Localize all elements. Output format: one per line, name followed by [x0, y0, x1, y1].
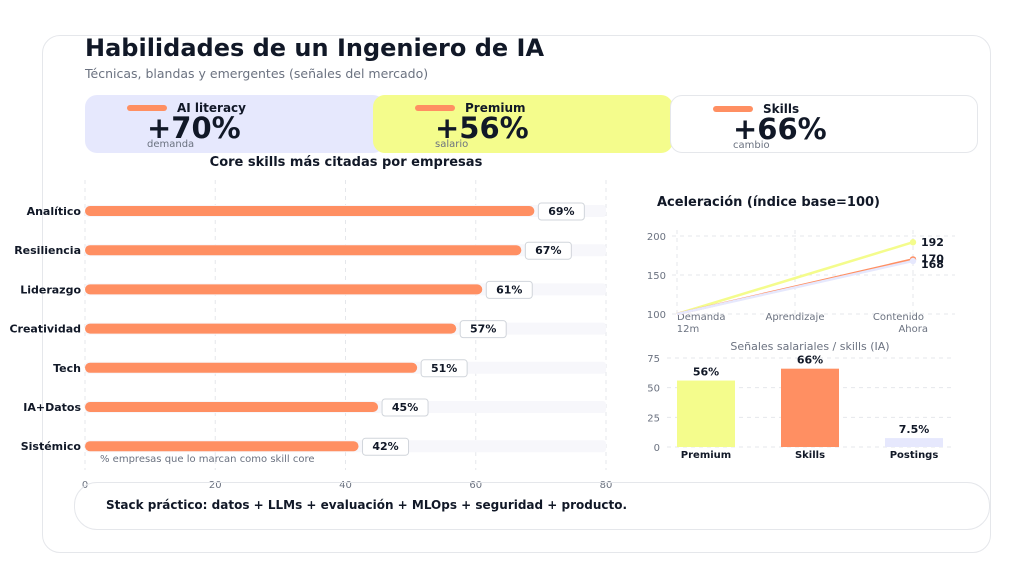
data-label: 66%: [797, 354, 823, 367]
kpi-dot: [415, 105, 455, 111]
kpi-card-ai-literacy: AI literacy +70% demanda: [85, 95, 385, 153]
category-label: Skills: [795, 450, 825, 461]
data-label-box: [362, 437, 410, 456]
kpi-card-skills: Skills +66% cambio: [670, 95, 978, 153]
bar: [85, 206, 535, 216]
x-tick-label: Contenido: [873, 312, 924, 323]
kpi-sub: demanda: [147, 139, 195, 150]
kpi-label: Premium: [465, 101, 526, 115]
x-tick-label: Demanda: [677, 312, 726, 323]
series-end-label: 170: [921, 252, 944, 265]
data-label: 42%: [372, 440, 398, 453]
data-label: 67%: [535, 244, 561, 257]
x-tick-label: 40: [339, 480, 352, 491]
data-label-box: [381, 398, 429, 417]
kpi-value: +66%: [733, 112, 827, 146]
category-label: Liderazgo: [20, 283, 81, 296]
category-label: Tech: [53, 362, 81, 375]
data-label: 45%: [392, 401, 418, 414]
data-label-box: [485, 280, 533, 299]
footer-note: Stack práctico: datos + LLMs + evaluació…: [74, 482, 990, 530]
data-label-box: [420, 359, 468, 378]
x-tick-label: 60: [469, 480, 482, 491]
bar: [85, 402, 379, 412]
data-label: 7.5%: [899, 423, 930, 436]
data-label-box: [459, 320, 507, 339]
category-label: Postings: [890, 450, 939, 461]
data-label-box: [537, 202, 585, 221]
kpi-value: +70%: [147, 111, 241, 145]
category-label: Sistémico: [21, 440, 82, 453]
kpi-sub: salario: [435, 139, 469, 150]
page-subtitle: Técnicas, blandas y emergentes (señales …: [85, 66, 429, 81]
x-tick-label: Aprendizaje: [765, 312, 824, 323]
data-label: 51%: [431, 362, 457, 375]
footer-text: Stack práctico: datos + LLMs + evaluació…: [106, 498, 628, 512]
line-chart-title: Aceleración (índice base=100): [657, 195, 880, 210]
series-end-label: 168: [921, 258, 944, 271]
y-tick-label: 25: [647, 413, 660, 424]
category-label: Resiliencia: [14, 244, 81, 257]
y-tick-label: 150: [647, 271, 666, 282]
bar: [85, 284, 483, 295]
y-tick-label: 75: [647, 354, 660, 365]
y-tick-label: 50: [647, 384, 660, 395]
series-line: [676, 241, 914, 316]
category-label: IA+Datos: [23, 401, 81, 414]
y-tick-label: 200: [647, 232, 666, 243]
series-line: [676, 259, 914, 316]
kpi-card-premium: Premium +56% salario: [373, 95, 673, 153]
card-frame: [42, 35, 991, 553]
column-chart-title: Señales salariales / skills (IA): [730, 340, 889, 353]
column-bar: [885, 438, 943, 447]
x-tick-label: 12m: [677, 324, 699, 335]
bar: [85, 441, 359, 452]
data-label: 57%: [470, 323, 496, 336]
category-label: Premium: [681, 450, 731, 461]
kpi-dot: [713, 106, 753, 112]
kpi-label: AI literacy: [177, 101, 246, 115]
kpi-label: Skills: [763, 102, 800, 116]
bar-chart-title: Core skills más citadas por empresas: [210, 155, 483, 170]
category-label: Creatividad: [9, 323, 81, 336]
data-label-box: [524, 241, 572, 260]
bar: [85, 362, 418, 373]
column-bar: [781, 368, 839, 447]
kpi-sub: cambio: [733, 140, 770, 151]
y-tick-label: 0: [654, 443, 660, 454]
category-label: Analítico: [27, 205, 82, 218]
data-label: 61%: [496, 283, 522, 296]
page-title: Habilidades de un Ingeniero de IA: [85, 34, 545, 62]
data-label: 69%: [548, 205, 574, 218]
series-end-label: 192: [921, 236, 944, 249]
x-tick-label: 20: [209, 480, 222, 491]
kpi-dot: [127, 105, 167, 111]
x-tick-label: Ahora: [898, 324, 928, 335]
x-tick-label: 80: [600, 480, 613, 491]
series-end-point: [909, 257, 917, 265]
bar-chart-annotation: % empresas que lo marcan como skill core: [100, 454, 315, 465]
column-bar: [677, 380, 735, 447]
y-tick-label: 100: [647, 310, 666, 321]
data-label: 56%: [693, 366, 719, 379]
bar: [85, 323, 457, 334]
bar: [85, 245, 522, 256]
series-end-point: [909, 239, 917, 246]
kpi-value: +56%: [435, 111, 529, 145]
